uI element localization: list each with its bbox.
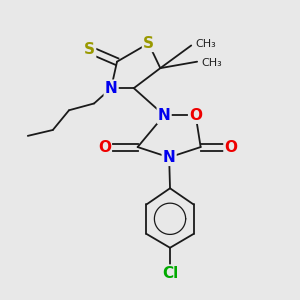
Text: S: S	[84, 42, 95, 57]
Text: N: N	[163, 150, 175, 165]
Text: O: O	[224, 140, 238, 154]
Text: N: N	[105, 81, 118, 96]
Text: CH₃: CH₃	[202, 58, 222, 68]
Text: Cl: Cl	[162, 266, 178, 280]
Text: O: O	[98, 140, 111, 154]
Text: N: N	[158, 108, 170, 123]
Text: O: O	[189, 108, 202, 123]
Text: S: S	[143, 36, 154, 51]
Text: CH₃: CH₃	[196, 39, 216, 49]
